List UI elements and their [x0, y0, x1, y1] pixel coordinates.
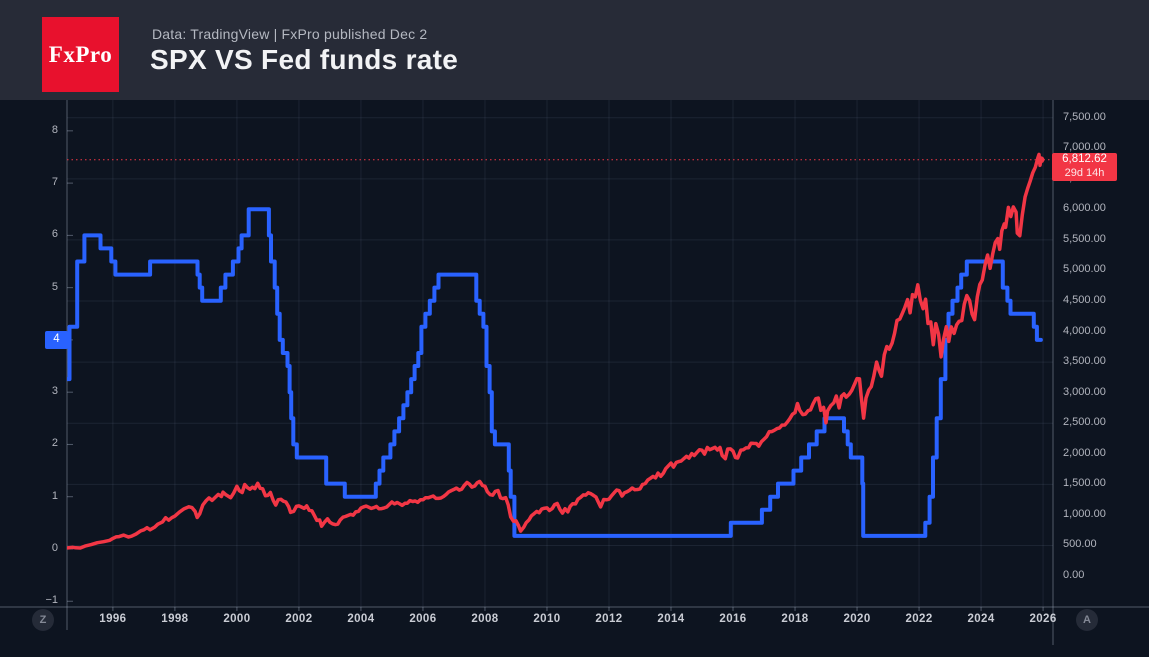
left-axis-label: 5 — [51, 280, 58, 293]
right-axis-label: 5,000.00 — [1063, 263, 1106, 276]
chart-source-caption: Data: TradingView | FxPro published Dec … — [152, 26, 428, 42]
time-axis-label: 2006 — [409, 613, 437, 625]
right-axis-label: 0.00 — [1063, 569, 1085, 582]
timezone-button[interactable]: Z — [32, 609, 54, 631]
right-axis-label: 6,000.00 — [1063, 202, 1106, 215]
right-axis-label: 5,500.00 — [1063, 232, 1106, 245]
time-axis-label: 2014 — [657, 613, 685, 625]
right-axis-label: 500.00 — [1063, 538, 1097, 551]
time-axis-label: 2022 — [905, 613, 933, 625]
time-axis-label: 2026 — [1029, 613, 1057, 625]
time-axis-label: 2020 — [843, 613, 871, 625]
spx-end-dot — [1037, 156, 1045, 164]
spx-last-price: 6,812.62 — [1062, 153, 1107, 166]
header-bar: FxPro Data: TradingView | FxPro publishe… — [0, 0, 1149, 100]
left-axis-label: 1 — [51, 489, 58, 502]
timezone-button-label: Z — [39, 614, 47, 626]
time-axis-label: 2016 — [719, 613, 747, 625]
spx-line — [67, 152, 1043, 550]
left-axis-label: 3 — [51, 385, 58, 398]
left-axis-label: 6 — [51, 228, 58, 241]
time-axis-label: 1998 — [161, 613, 189, 625]
spx-price-badge: 6,812.62 29d 14h — [1052, 152, 1117, 181]
autoscale-button-label: A — [1083, 614, 1091, 626]
fxpro-logo: FxPro — [42, 17, 119, 92]
right-axis-label: 1,500.00 — [1063, 477, 1106, 490]
autoscale-button[interactable]: A — [1076, 609, 1098, 631]
fed-funds-line — [67, 207, 1043, 538]
time-axis-label: 2000 — [223, 613, 251, 625]
left-axis-label: 8 — [51, 123, 58, 136]
right-axis-label: 1,000.00 — [1063, 507, 1106, 520]
time-axis-label: 1996 — [99, 613, 127, 625]
left-axis-label: 0 — [51, 541, 58, 554]
chart-title: SPX VS Fed funds rate — [150, 44, 459, 75]
right-axis-label: 4,000.00 — [1063, 324, 1106, 337]
spx-bar-countdown: 29d 14h — [1064, 167, 1105, 180]
right-axis-label: 2,500.00 — [1063, 416, 1106, 429]
right-axis-label: 3,000.00 — [1063, 385, 1106, 398]
right-axis-label: 7,500.00 — [1063, 110, 1106, 123]
time-axis-label: 2010 — [533, 613, 561, 625]
left-axis-label: −1 — [45, 594, 58, 607]
left-axis-label: 7 — [51, 176, 58, 189]
right-axis-label: 4,500.00 — [1063, 294, 1106, 307]
right-axis-label: 2,000.00 — [1063, 446, 1106, 459]
time-axis-label: 2024 — [967, 613, 995, 625]
time-axis-label: 2012 — [595, 613, 623, 625]
fxpro-logo-text: FxPro — [48, 41, 113, 67]
time-axis-label: 2018 — [781, 613, 809, 625]
left-axis-label: 2 — [51, 437, 58, 450]
fed-rate-value: 4 — [53, 333, 60, 346]
right-axis-label: 3,500.00 — [1063, 355, 1106, 368]
time-axis-label: 2004 — [347, 613, 375, 625]
time-axis-label: 2002 — [285, 613, 313, 625]
right-axis-label: 7,000.00 — [1063, 141, 1106, 154]
fed-rate-price-badge: 4 — [45, 330, 68, 349]
time-axis-label: 2008 — [471, 613, 499, 625]
